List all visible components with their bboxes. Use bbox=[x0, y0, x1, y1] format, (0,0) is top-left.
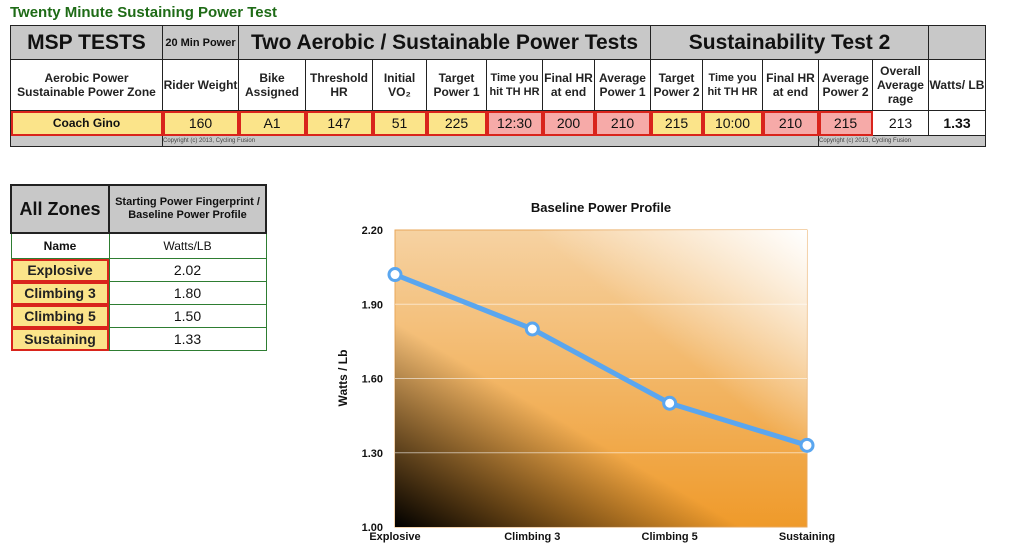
rider-weight-cell[interactable]: 160 bbox=[162, 110, 239, 136]
watts-lb-col-header: Watts/ LB bbox=[928, 59, 986, 111]
vo2-col-header: Initial VO₂ bbox=[372, 59, 427, 111]
data-point bbox=[387, 267, 403, 283]
final2-col-header: Final HR at end bbox=[762, 59, 819, 111]
msp-tests-header: MSP TESTS bbox=[10, 25, 163, 60]
zone-value-explosive: 2.02 bbox=[108, 258, 267, 282]
x-tick-label: Explosive bbox=[369, 531, 420, 543]
page-title: Twenty Minute Sustaining Power Test bbox=[10, 4, 277, 21]
target1-col-header: Target Power 1 bbox=[426, 59, 487, 111]
copyright-1: Copyright (c) 2013, Cycling Fusion bbox=[162, 135, 819, 147]
rider-name-cell[interactable]: Coach Gino bbox=[10, 110, 163, 136]
data-point bbox=[524, 321, 540, 337]
overall-cell: 213 bbox=[872, 110, 929, 136]
zones-table: All Zones Starting Power Fingerprint / B… bbox=[10, 184, 267, 351]
target1-cell[interactable]: 225 bbox=[426, 110, 487, 136]
zone-name-climbing-5: Climbing 5 bbox=[10, 304, 110, 328]
avg1-col-header: Average Power 1 bbox=[594, 59, 651, 111]
time2-cell[interactable]: 10:00 bbox=[702, 110, 763, 136]
zone-value-climbing-5: 1.50 bbox=[108, 304, 267, 328]
zone-name-climbing-3: Climbing 3 bbox=[10, 281, 110, 305]
avg2-col-header: Average Power 2 bbox=[818, 59, 873, 111]
bike-col-header: Bike Assigned bbox=[238, 59, 306, 111]
time2-col-header: Time you hit TH HR bbox=[702, 59, 763, 111]
sustainability-header: Sustainability Test 2 bbox=[650, 25, 929, 60]
time1-col-header: Time you hit TH HR bbox=[486, 59, 543, 111]
vo2-cell[interactable]: 51 bbox=[372, 110, 427, 136]
y-tick-label: 2.20 bbox=[362, 225, 383, 237]
zone-value-sustaining: 1.33 bbox=[108, 327, 267, 351]
baseline-power-chart: Baseline Power Profile 1.00 1.30 1.60 1.90 2… bbox=[336, 200, 835, 543]
threshold-col-header: Threshold HR bbox=[305, 59, 373, 111]
threshold-cell[interactable]: 147 bbox=[305, 110, 373, 136]
final1-col-header: Final HR at end bbox=[542, 59, 595, 111]
y-tick-label: 1.90 bbox=[362, 299, 383, 311]
copyright-spacer bbox=[10, 135, 163, 147]
series-line bbox=[392, 272, 810, 448]
y-tick-labels: 1.00 1.30 1.60 1.90 2.20 bbox=[362, 225, 383, 534]
chart-title: Baseline Power Profile bbox=[531, 200, 671, 215]
zone-value-climbing-3: 1.80 bbox=[108, 281, 267, 305]
zones-value-header: Watts/LB bbox=[108, 232, 267, 259]
final1-cell[interactable]: 200 bbox=[542, 110, 595, 136]
zone-col-header: Aerobic Power Sustainable Power Zone bbox=[10, 59, 163, 111]
target2-cell[interactable]: 215 bbox=[650, 110, 703, 136]
x-tick-label: Climbing 5 bbox=[642, 531, 698, 543]
bike-cell[interactable]: A1 bbox=[238, 110, 306, 136]
zones-name-header: Name bbox=[10, 232, 110, 259]
x-tick-label: Sustaining bbox=[779, 531, 835, 543]
x-tick-label: Climbing 3 bbox=[504, 531, 560, 543]
overall-col-header: Overall Average rage bbox=[872, 59, 929, 111]
data-point bbox=[799, 437, 815, 453]
y-tick-label: 1.30 bbox=[362, 448, 383, 460]
aerobic-tests-header: Two Aerobic / Sustainable Power Tests bbox=[238, 25, 651, 60]
watts-lb-cell: 1.33 bbox=[928, 110, 986, 136]
msp-test-table: MSP TESTS 20 Min Power Two Aerobic / Sus… bbox=[10, 25, 986, 147]
twenty-min-header: 20 Min Power bbox=[162, 25, 239, 60]
empty-header-cell bbox=[928, 25, 986, 60]
y-tick-label: 1.00 bbox=[362, 522, 383, 534]
data-points bbox=[387, 267, 815, 453]
zone-name-sustaining: Sustaining bbox=[10, 327, 110, 351]
zones-title: All Zones bbox=[10, 184, 110, 234]
y-axis-label: Watts / Lb bbox=[336, 350, 350, 407]
zones-subtitle: Starting Power Fingerprint / Baseline Po… bbox=[108, 184, 267, 234]
copyright-2: Copyright (c) 2013, Cycling Fusion bbox=[818, 135, 986, 147]
rider-weight-col-header: Rider Weight bbox=[162, 59, 239, 111]
avg2-cell[interactable]: 215 bbox=[818, 110, 873, 136]
zone-name-explosive: Explosive bbox=[10, 258, 110, 282]
time1-cell[interactable]: 12:30 bbox=[486, 110, 543, 136]
x-tick-labels: Explosive Climbing 3 Climbing 5 Sustaining bbox=[369, 531, 835, 543]
avg1-cell[interactable]: 210 bbox=[594, 110, 651, 136]
final2-cell[interactable]: 210 bbox=[762, 110, 819, 136]
target2-col-header: Target Power 2 bbox=[650, 59, 703, 111]
data-point bbox=[662, 395, 678, 411]
y-tick-label: 1.60 bbox=[362, 374, 383, 386]
